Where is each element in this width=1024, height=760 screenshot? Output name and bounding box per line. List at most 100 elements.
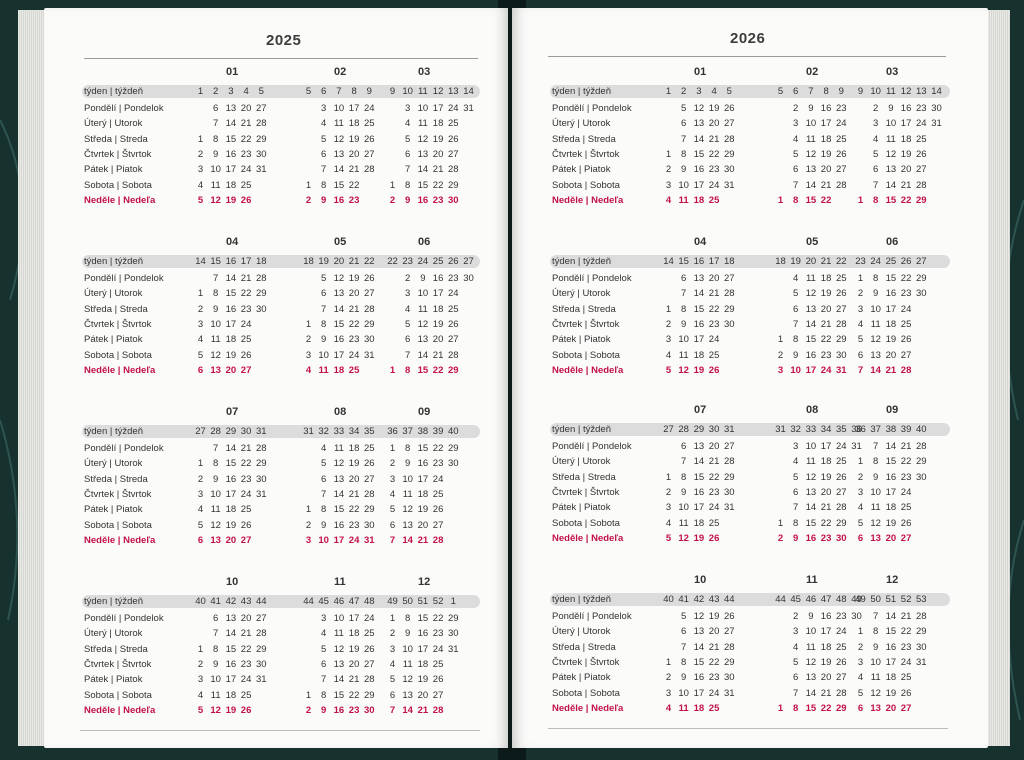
day-number: 26 — [836, 148, 847, 160]
day-name: Středa | Streda — [84, 133, 148, 145]
day-number: 5 — [197, 194, 204, 206]
day-number: 17 — [225, 674, 237, 686]
day-number: 23 — [916, 103, 927, 114]
day-number: 15 — [805, 517, 817, 529]
week-number: 31 — [775, 424, 786, 435]
week-number: 44 — [256, 596, 267, 607]
day-number: 21 — [240, 628, 252, 640]
week-number: 25 — [432, 256, 444, 267]
week-number: 5 — [258, 86, 264, 97]
day-number: 9 — [681, 672, 687, 684]
day-number: 16 — [820, 103, 832, 114]
day-number: 3 — [389, 473, 396, 485]
day-number: 29 — [836, 702, 847, 714]
day-name: Neděle | Nedeľa — [552, 364, 624, 376]
day-number: 11 — [678, 349, 689, 361]
week-bar — [82, 255, 480, 268]
day-number: 23 — [348, 194, 360, 206]
day-number: 1 — [197, 288, 204, 300]
day-number: 8 — [213, 458, 219, 470]
day-name: Středa | Streda — [552, 133, 616, 145]
day-name: Čtvrtek | Štvrtok — [84, 658, 152, 670]
week-number: 7 — [336, 86, 342, 97]
day-number: 11 — [318, 364, 329, 376]
day-number: 26 — [364, 458, 375, 470]
month-label: 01 — [226, 66, 239, 78]
day-number: 27 — [432, 689, 444, 701]
day-number: 28 — [724, 641, 735, 653]
day-number: 18 — [225, 334, 237, 346]
day-number: 23 — [708, 672, 720, 684]
day-number: 10 — [210, 318, 221, 330]
day-number: 24 — [916, 118, 927, 130]
month-label: 11 — [334, 576, 346, 588]
day-number: 2 — [777, 349, 784, 361]
week-number: 7 — [808, 86, 814, 97]
day-number: 3 — [197, 488, 204, 500]
day-number: 29 — [916, 194, 927, 206]
day-number: 26 — [240, 704, 252, 716]
day-number: 4 — [321, 443, 327, 454]
day-number: 25 — [836, 133, 847, 145]
day-number: 6 — [793, 486, 799, 498]
day-number: 28 — [900, 364, 912, 376]
week-number: 47 — [348, 596, 360, 607]
day-number: 6 — [681, 118, 687, 130]
day-number: 31 — [364, 349, 375, 361]
day-number: 15 — [333, 689, 345, 701]
day-number: 18 — [348, 118, 360, 130]
day-number: 16 — [693, 318, 705, 330]
day-number: 20 — [708, 441, 720, 452]
day-number: 24 — [820, 364, 832, 376]
day-number: 21 — [240, 118, 252, 130]
day-number: 14 — [417, 349, 429, 361]
day-number: 11 — [210, 504, 221, 516]
day-number: 21 — [348, 488, 360, 500]
day-number: 13 — [693, 626, 705, 638]
week-bar — [550, 255, 950, 268]
day-number: 22 — [432, 364, 444, 376]
day-number: 19 — [432, 133, 444, 145]
week-number: 1 — [665, 86, 672, 97]
day-number: 8 — [793, 194, 799, 206]
day-number: 12 — [333, 133, 345, 145]
day-number: 22 — [900, 456, 912, 468]
day-number: 11 — [210, 689, 221, 701]
day-number: 18 — [225, 504, 237, 516]
day-number: 21 — [708, 133, 720, 145]
month-label: 06 — [886, 236, 899, 248]
day-number: 2 — [873, 103, 879, 114]
day-number: 7 — [681, 456, 687, 468]
day-number: 4 — [405, 118, 411, 130]
day-number: 10 — [333, 103, 345, 114]
day-number: 27 — [240, 364, 252, 376]
day-number: 1 — [777, 334, 784, 346]
week-number: 30 — [240, 426, 252, 437]
day-number: 3 — [389, 643, 396, 655]
year-rule — [84, 58, 478, 59]
day-number: 19 — [820, 288, 832, 300]
week-number: 34 — [348, 426, 360, 437]
week-number: 49 — [387, 596, 398, 607]
day-name: Pátek | Piatok — [84, 334, 143, 346]
day-number: 2 — [793, 611, 799, 622]
day-number: 20 — [225, 534, 237, 546]
month-label: 03 — [886, 66, 899, 78]
day-number: 30 — [916, 288, 927, 300]
day-number: 25 — [836, 456, 847, 468]
day-number: 2 — [305, 334, 312, 346]
day-number: 23 — [240, 658, 252, 670]
day-number: 13 — [885, 164, 897, 176]
day-number: 5 — [405, 133, 411, 145]
week-number: 14 — [931, 86, 942, 97]
day-name: Úterý | Utorok — [552, 288, 611, 300]
day-number: 28 — [916, 441, 927, 452]
day-number: 14 — [693, 133, 705, 145]
day-number: 7 — [793, 502, 799, 514]
day-number: 21 — [820, 318, 832, 330]
day-number: 23 — [432, 628, 444, 640]
day-number: 23 — [348, 334, 360, 346]
day-number: 5 — [197, 704, 204, 716]
day-number: 15 — [693, 148, 705, 160]
day-number: 11 — [870, 672, 881, 684]
